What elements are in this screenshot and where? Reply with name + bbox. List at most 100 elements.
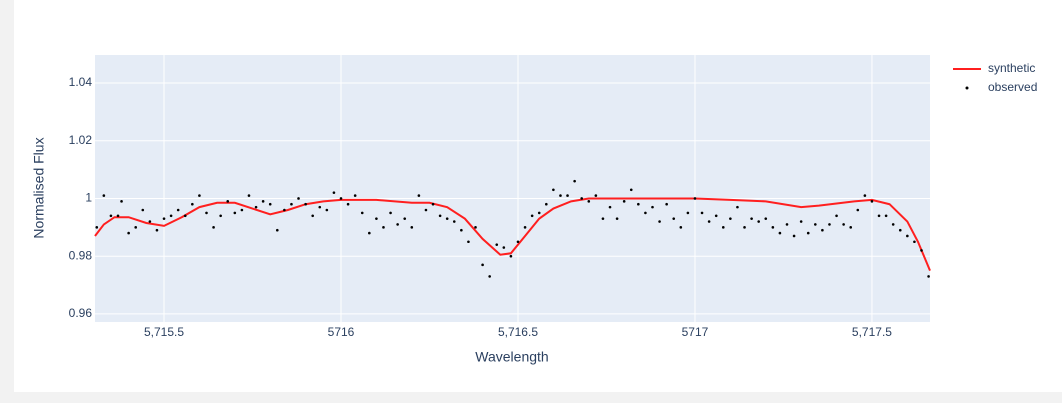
point	[644, 211, 647, 215]
point	[778, 231, 782, 235]
point	[743, 226, 746, 229]
point	[304, 202, 307, 206]
point	[134, 226, 138, 229]
point	[212, 226, 215, 229]
point	[368, 231, 371, 235]
point	[169, 214, 173, 218]
point	[814, 223, 817, 226]
point	[771, 226, 775, 229]
point	[360, 211, 364, 215]
point	[290, 202, 293, 206]
point	[155, 228, 159, 232]
point	[516, 240, 520, 244]
point	[431, 202, 435, 206]
point	[219, 214, 222, 218]
point	[828, 223, 831, 226]
point	[615, 217, 619, 220]
point	[863, 194, 867, 197]
point	[382, 226, 385, 229]
x-tick-label: 5716	[328, 325, 355, 339]
point	[474, 226, 477, 229]
point	[580, 197, 583, 200]
marks	[94, 179, 931, 278]
point	[601, 217, 605, 220]
grid	[95, 55, 930, 322]
point	[856, 208, 860, 212]
point	[714, 214, 718, 218]
point	[452, 220, 456, 223]
point	[573, 179, 576, 183]
point	[396, 223, 399, 226]
point	[927, 275, 930, 278]
point	[537, 211, 541, 215]
plot-background	[95, 55, 930, 322]
point	[375, 217, 378, 220]
point	[707, 220, 711, 223]
point	[913, 240, 916, 244]
point	[898, 228, 902, 232]
point	[389, 211, 392, 215]
legend-label: observed	[988, 80, 1037, 94]
point	[205, 211, 208, 215]
point	[622, 200, 626, 203]
point	[116, 214, 120, 218]
point	[95, 226, 99, 229]
point	[233, 211, 237, 215]
point	[502, 246, 506, 249]
x-tick-label: 5,715.5	[144, 325, 184, 339]
point	[318, 205, 322, 209]
point	[191, 202, 194, 206]
point	[424, 208, 428, 212]
point	[261, 200, 265, 203]
point	[870, 200, 874, 203]
y-tick-label: 1.04	[69, 75, 93, 89]
point	[764, 217, 768, 220]
point	[403, 217, 407, 220]
point	[460, 228, 463, 232]
chart: Wavelength Normalised Flux synthetic obse…	[31, 55, 1037, 365]
point	[679, 226, 683, 229]
point	[658, 220, 661, 223]
point	[297, 197, 300, 200]
point	[339, 197, 343, 200]
point	[102, 194, 106, 197]
point	[325, 208, 329, 212]
point	[757, 220, 760, 223]
point	[608, 205, 612, 209]
y-axis-title: Normalised Flux	[31, 137, 47, 238]
point	[637, 202, 640, 206]
point	[566, 194, 569, 197]
point	[750, 217, 753, 220]
legend: synthetic observed	[953, 61, 1037, 94]
point	[920, 249, 923, 252]
point	[127, 231, 130, 235]
point	[198, 194, 201, 197]
point	[785, 223, 789, 226]
x-tick-label: 5,716.5	[498, 325, 538, 339]
point	[849, 226, 853, 229]
point	[799, 220, 803, 223]
point	[438, 214, 442, 218]
point	[353, 194, 357, 197]
point	[162, 217, 166, 220]
point	[806, 231, 810, 235]
point	[481, 263, 484, 267]
point	[240, 208, 244, 212]
point	[891, 223, 895, 226]
point	[141, 208, 145, 212]
point	[445, 217, 449, 220]
point	[835, 214, 838, 218]
point	[545, 202, 548, 206]
point	[176, 208, 180, 212]
point	[530, 214, 534, 218]
legend-swatch	[965, 86, 969, 90]
point	[884, 214, 888, 218]
y-tick-label: 1	[85, 191, 92, 205]
point	[120, 200, 123, 203]
point	[792, 234, 796, 238]
y-tick-label: 0.98	[69, 248, 93, 262]
point	[148, 220, 152, 223]
point	[509, 254, 513, 258]
point	[552, 188, 555, 192]
point	[842, 223, 845, 226]
